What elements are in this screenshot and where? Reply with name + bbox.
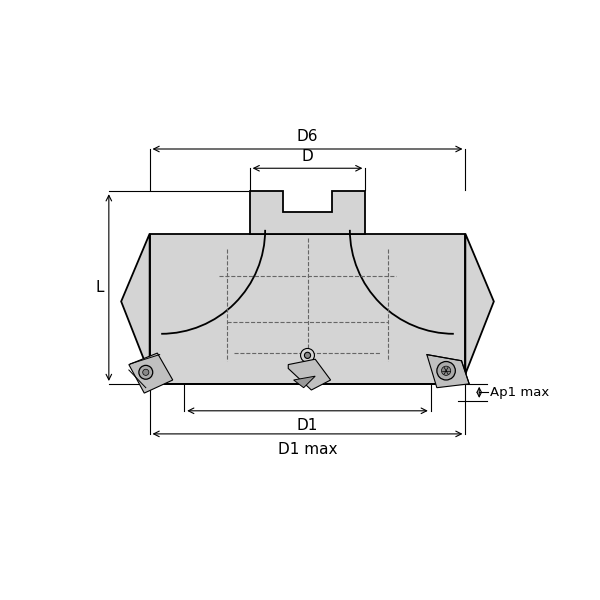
Circle shape [301,349,314,362]
Polygon shape [293,376,315,388]
Circle shape [442,366,451,376]
Circle shape [437,362,455,380]
Text: L: L [96,280,104,295]
Text: D: D [302,149,313,164]
Polygon shape [427,355,469,388]
Circle shape [143,369,149,376]
FancyBboxPatch shape [149,233,466,384]
Text: D1: D1 [297,419,318,433]
Polygon shape [461,233,494,384]
Circle shape [139,365,153,379]
Polygon shape [121,233,154,384]
Polygon shape [129,353,173,393]
PathPatch shape [250,191,365,233]
Circle shape [304,352,311,358]
Text: Ap1 max: Ap1 max [490,386,549,399]
Text: D1 max: D1 max [278,442,337,457]
Text: D6: D6 [297,130,318,145]
Polygon shape [288,359,331,390]
